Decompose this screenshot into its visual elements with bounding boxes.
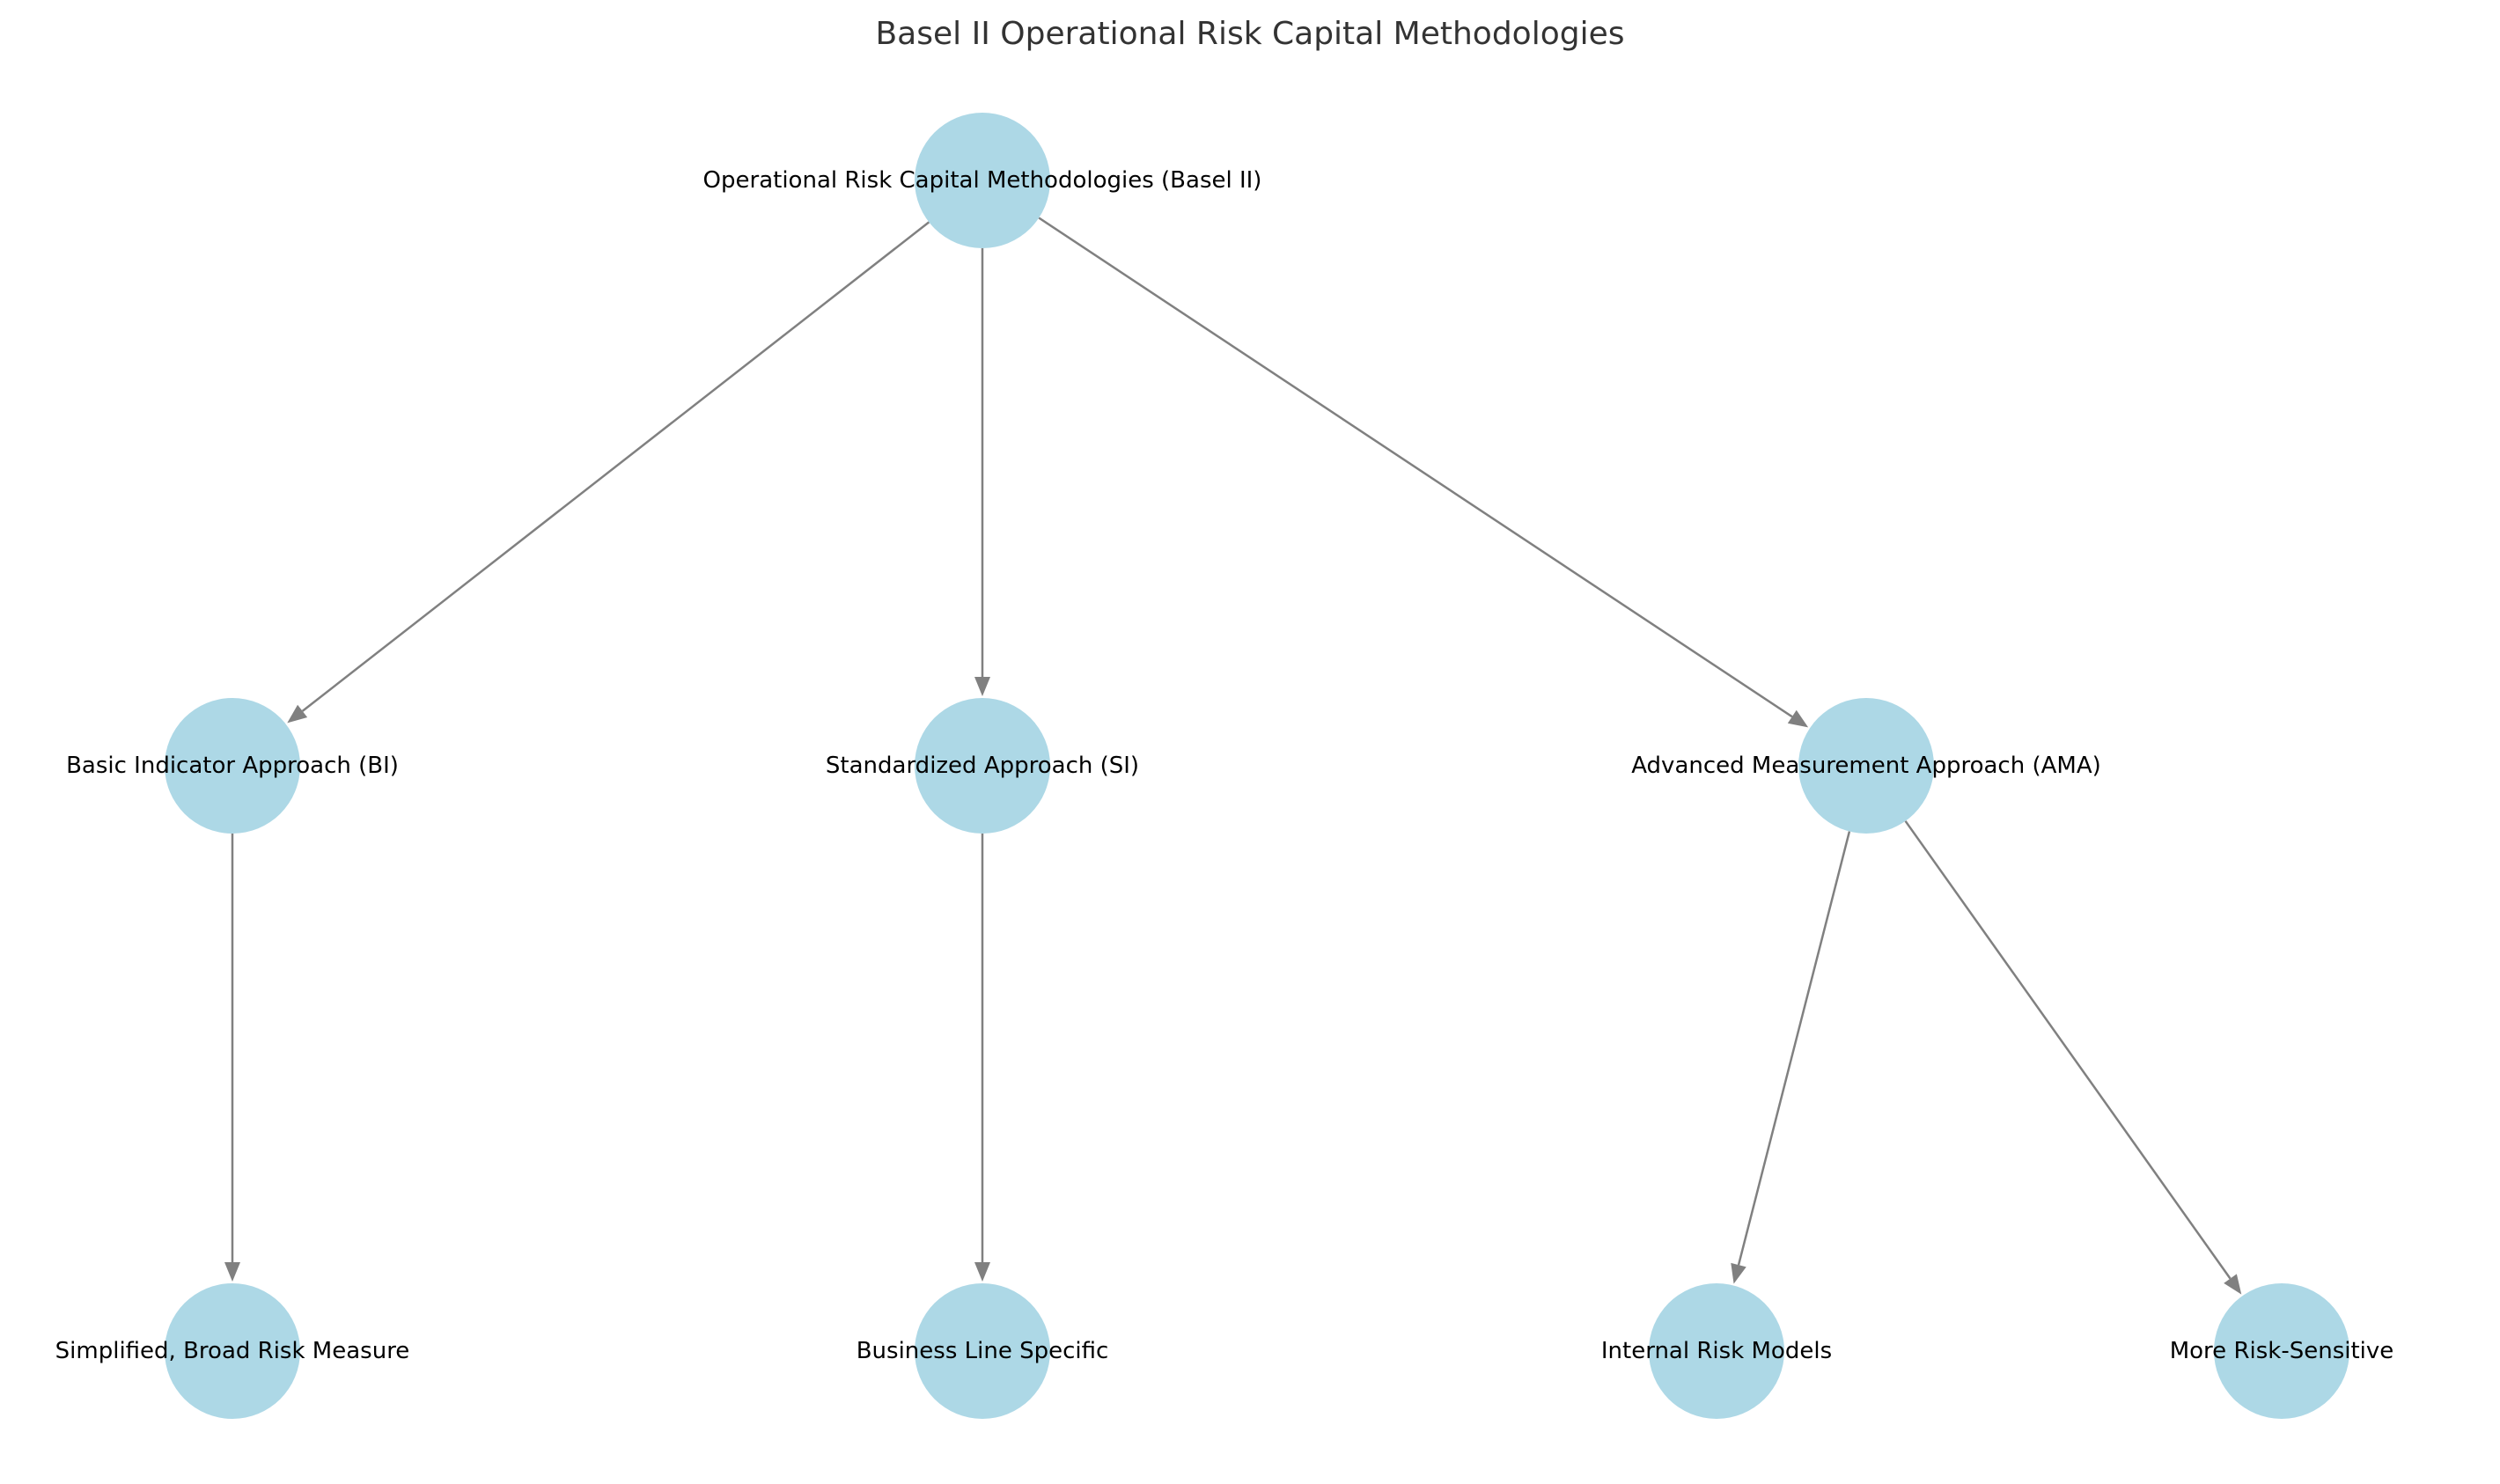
arrowhead-icon [287,704,308,724]
node-label-ama: Advanced Measurement Approach (AMA) [1631,753,2101,779]
edge-line [1737,831,1851,1266]
edge-line [301,221,930,712]
arrowhead-icon [974,1262,990,1282]
edge-si-to-business [974,834,990,1282]
node-label-si: Standardized Approach (SI) [826,753,1139,779]
node-business [915,1283,1050,1419]
node-bi [165,698,300,834]
arrowhead-icon [224,1262,240,1282]
node-label-sensitive: More Risk-Sensitive [2170,1338,2394,1364]
node-ama [1798,698,1934,834]
node-label-internal: Internal Risk Models [1601,1338,1832,1364]
node-label-business: Business Line Specific [857,1338,1109,1364]
edge-root-to-ama [1038,217,1809,728]
labels-layer: Operational Risk Capital Methodologies (… [55,167,2394,1364]
diagram-title: Basel II Operational Risk Capital Method… [875,16,1624,52]
edge-root-to-si [974,248,990,696]
node-root [915,113,1050,248]
node-internal [1649,1283,1784,1419]
nodes-layer [165,113,2349,1419]
node-label-bi: Basic Indicator Approach (BI) [66,753,399,779]
edge-line [1038,217,1793,718]
arrowhead-icon [1731,1262,1746,1284]
edge-ama-to-internal [1731,831,1851,1284]
node-si [915,698,1050,834]
edge-root-to-bi [287,221,930,724]
arrowhead-icon [2224,1274,2242,1295]
arrowhead-icon [974,677,990,696]
arrowhead-icon [1787,709,1809,728]
node-sensitive [2214,1283,2349,1419]
edge-line [1904,820,2232,1280]
edge-bi-to-simplified [224,834,240,1282]
edge-ama-to-sensitive [1904,820,2242,1295]
edges-layer [224,217,2242,1295]
node-label-root: Operational Risk Capital Methodologies (… [703,167,1262,194]
node-simplified [165,1283,300,1419]
node-label-simplified: Simplified, Broad Risk Measure [55,1338,410,1364]
